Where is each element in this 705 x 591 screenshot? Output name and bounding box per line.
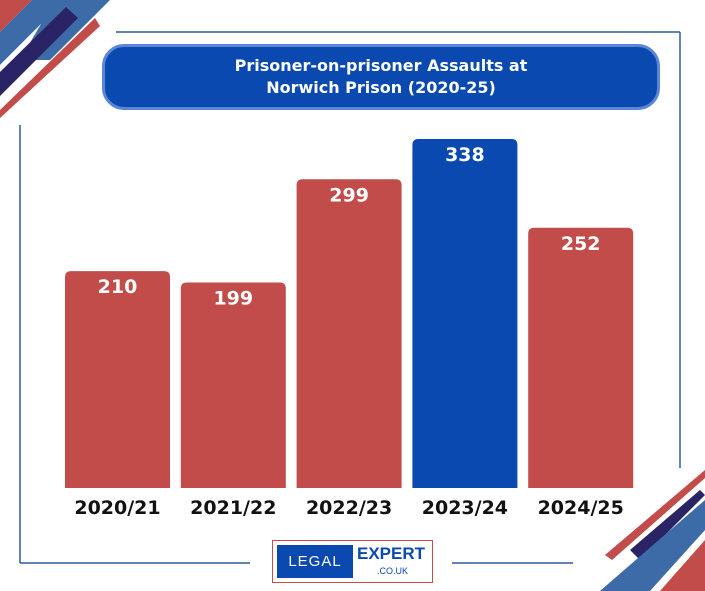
bar-2021/22 xyxy=(180,282,286,488)
data-label: 199 xyxy=(213,288,253,310)
legal-expert-logo: LEGAL EXPERT .CO.UK xyxy=(272,540,433,583)
title-line-2: Norwich Prison (2020-25) xyxy=(266,78,496,97)
x-tick-label: 2020/21 xyxy=(74,497,160,519)
data-label: 210 xyxy=(98,276,138,298)
decoration-bottom-right xyxy=(600,470,705,591)
logo-left-text: LEGAL xyxy=(277,545,353,578)
bar-2024/25 xyxy=(528,227,634,488)
x-tick-label: 2022/23 xyxy=(306,497,392,519)
chart-title: Prisoner-on-prisoner Assaults at Norwich… xyxy=(102,44,660,110)
decoration-top-left xyxy=(0,0,110,118)
logo-domain-text: .CO.UK xyxy=(377,566,409,576)
bar-2023/24 xyxy=(412,139,518,488)
bar-2020/21 xyxy=(65,271,170,488)
data-label: 252 xyxy=(561,233,601,255)
title-line-1: Prisoner-on-prisoner Assaults at xyxy=(234,56,528,75)
x-tick-label: 2023/24 xyxy=(422,497,508,519)
x-tick-label: 2021/22 xyxy=(190,497,276,519)
logo-right-text: EXPERT xyxy=(357,544,426,563)
frame-lines xyxy=(19,31,681,564)
data-label: 299 xyxy=(329,184,369,206)
data-label: 338 xyxy=(445,144,485,166)
x-tick-label: 2024/25 xyxy=(538,497,624,519)
bar-2022/23 xyxy=(296,179,402,488)
